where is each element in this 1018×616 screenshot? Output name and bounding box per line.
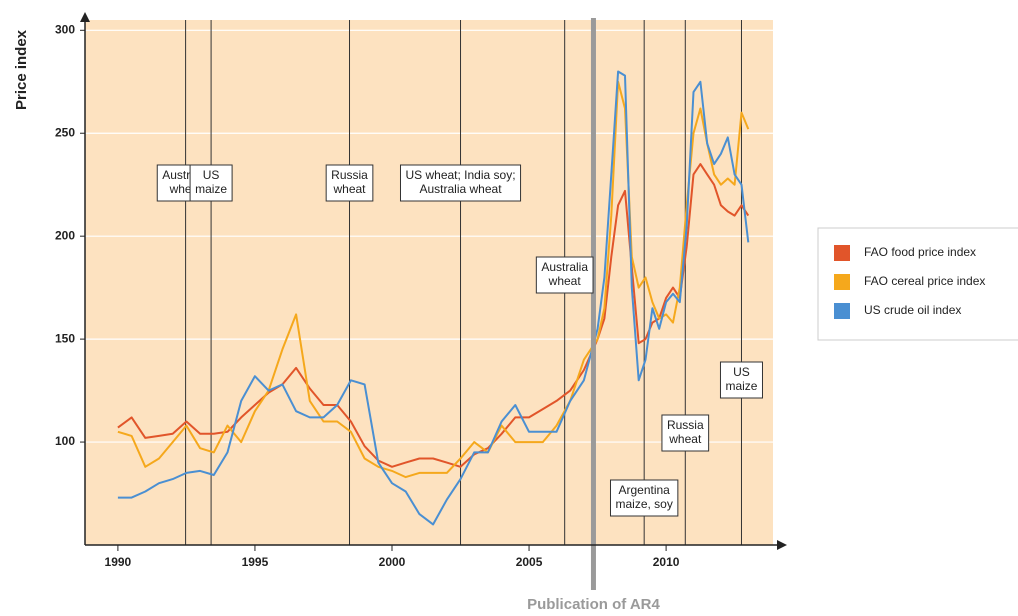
y-axis-arrow [80,12,90,22]
legend-swatch [834,274,850,290]
publication-label: Publication of AR4 [527,596,660,613]
y-tick-label: 300 [55,22,75,36]
series-line [117,80,750,479]
y-tick-label: 150 [55,331,75,345]
x-tick-label: 2000 [379,555,406,569]
event-label: US [733,365,750,379]
event-box [719,361,763,399]
event-label: maize, soy [615,497,672,511]
y-tick-label: 250 [55,125,75,139]
plot-background [85,20,773,545]
event-label: Australia wheat [419,182,502,196]
event-label: Australia [541,260,588,274]
event-label: US wheat; India soy; [405,168,515,182]
legend-swatch [834,303,850,319]
x-axis-arrow [777,540,787,550]
legend-swatch [834,245,850,261]
y-tick-label: 100 [55,434,75,448]
legend-label: US crude oil index [864,303,961,317]
event-box [609,479,679,517]
event-annotation: US wheat; India soy;Australia wheat [399,164,522,202]
event-label: wheat [548,274,582,288]
x-tick-label: 2010 [653,555,680,569]
series-line [117,70,750,526]
event-box [661,414,710,452]
x-tick-label: 2005 [516,555,543,569]
event-label: Russia [331,168,368,182]
event-label: Russia [667,418,704,432]
event-label: wheat [332,182,366,196]
event-box [325,164,374,202]
event-label: maize [725,379,757,393]
event-box [535,256,594,294]
legend-label: FAO cereal price index [864,274,985,288]
event-label: wheat [668,432,702,446]
x-tick-label: 1990 [105,555,132,569]
y-tick-label: 200 [55,228,75,242]
event-label: US [203,168,220,182]
event-box [399,164,522,202]
y-axis-label: Price index [13,29,30,110]
legend-box [817,227,1018,341]
x-tick-label: 1995 [242,555,269,569]
event-box [189,164,233,202]
legend-label: FAO food price index [864,245,976,259]
event-label: Argentina [618,483,670,497]
event-label: maize [195,182,227,196]
